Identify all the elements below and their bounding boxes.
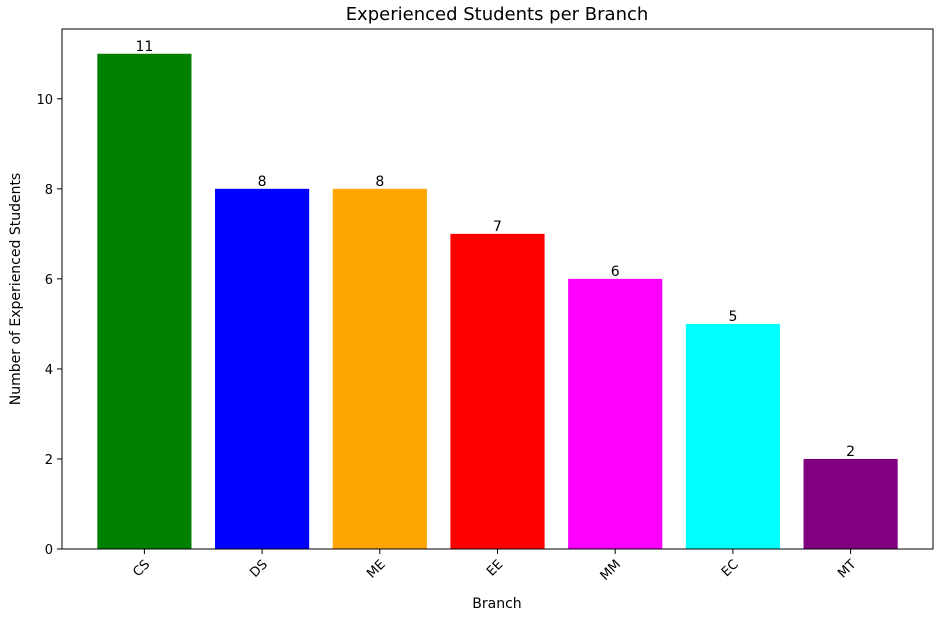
bar-cs: [97, 53, 192, 550]
bar-mm: [568, 278, 663, 549]
y-axis-label: Number of Experienced Students: [8, 173, 24, 405]
x-tick-label-ec: EC: [719, 557, 742, 580]
data-label-ee: 7: [493, 219, 502, 235]
bar-ds: [215, 188, 310, 549]
bar-me: [332, 188, 427, 549]
y-tick-label: 4: [45, 363, 53, 378]
plot-frame: [61, 28, 934, 550]
x-tick-label-ds: DS: [247, 557, 271, 581]
bar-mt: [803, 458, 898, 549]
data-label-mm: 6: [611, 264, 620, 280]
bar-ee: [450, 233, 545, 549]
x-tick-label-ee: EE: [484, 557, 506, 579]
data-label-me: 8: [375, 174, 384, 190]
data-label-mt: 2: [846, 444, 855, 460]
y-tick-label: 6: [45, 273, 53, 288]
data-label-cs: 11: [135, 39, 153, 55]
x-tick-label-mm: MM: [598, 557, 624, 583]
x-tick-label-me: ME: [364, 557, 388, 581]
y-tick-label: 0: [45, 543, 53, 558]
chart-title: Experienced Students per Branch: [346, 4, 649, 25]
x-tick-label-cs: CS: [130, 557, 153, 580]
y-tick-label: 8: [45, 183, 53, 198]
x-axis-label: Branch: [472, 596, 521, 612]
x-tick-label-mt: MT: [835, 557, 859, 581]
y-tick-label: 10: [36, 93, 53, 108]
y-tick-label: 2: [45, 453, 53, 468]
data-label-ds: 8: [258, 174, 267, 190]
bar-ec: [685, 323, 780, 549]
data-label-ec: 5: [728, 309, 737, 325]
bars-group: 11 8 8 7 6 5 2: [97, 39, 898, 550]
